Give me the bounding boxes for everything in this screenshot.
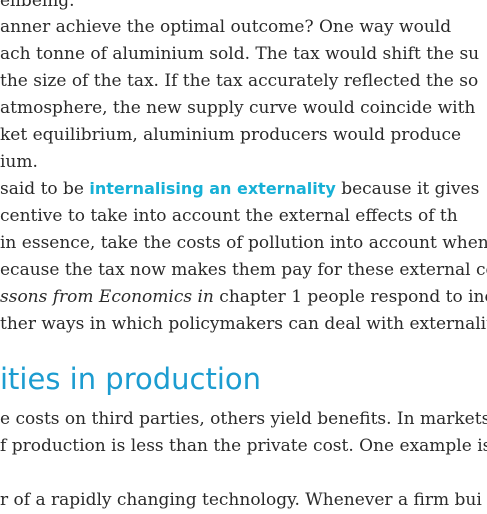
italic-reference: ssons from Economics in xyxy=(0,287,214,307)
text-fragment: said to be xyxy=(0,179,90,199)
text-line: ium. xyxy=(0,152,38,172)
text-line: ach tonne of aluminium sold. The tax wou… xyxy=(0,44,480,64)
text-line: anner achieve the optimal outcome? One w… xyxy=(0,17,452,37)
text-line: ecause the tax now makes them pay for th… xyxy=(0,260,487,280)
text-line: said to be internalising an externality … xyxy=(0,179,479,199)
text-line: ssons from Economics in chapter 1 people… xyxy=(0,287,487,307)
text-line: centive to take into account the externa… xyxy=(0,206,458,226)
text-line: ket equilibrium, aluminium producers wou… xyxy=(0,125,462,145)
text-line: in essence, take the costs of pollution … xyxy=(0,233,487,253)
text-line: ellbeing. xyxy=(0,0,75,11)
text-line: r of a rapidly changing technology. When… xyxy=(0,490,482,510)
text-line: the size of the tax. If the tax accurate… xyxy=(0,71,479,91)
text-fragment: chapter 1 people respond to incen xyxy=(213,287,487,307)
text-line: e costs on third parties, others yield b… xyxy=(0,409,487,429)
text-line: ther ways in which policymakers can deal… xyxy=(0,314,487,334)
key-term: internalising an externality xyxy=(89,179,336,198)
text-line: atmosphere, the new supply curve would c… xyxy=(0,98,476,118)
text-fragment: because it gives xyxy=(335,179,480,199)
section-heading: ities in production xyxy=(0,362,262,396)
text-line: f production is less than the private co… xyxy=(0,436,487,456)
